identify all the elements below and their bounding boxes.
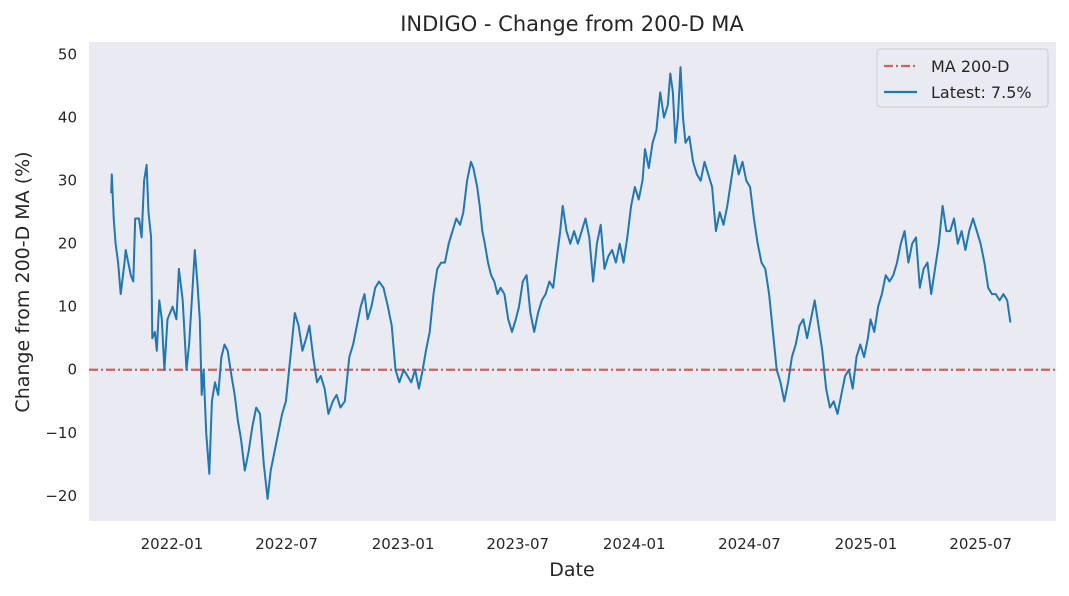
series-layer <box>110 66 1012 500</box>
legend: MA 200-D Latest: 7.5% <box>876 48 1049 108</box>
x-tick-label: 2024-07 <box>718 535 781 553</box>
x-tick-label: 2025-01 <box>835 535 898 553</box>
y-tick-label: −20 <box>45 487 77 505</box>
y-tick-label: 50 <box>58 46 77 64</box>
legend-ma-label: MA 200-D <box>931 57 1009 76</box>
y-axis-label: Change from 200-D MA (%) <box>12 151 34 412</box>
y-tick-label: 30 <box>58 172 77 190</box>
y-tick-label: 0 <box>67 361 77 379</box>
x-tick-label: 2025-07 <box>949 535 1012 553</box>
latest-series-line <box>110 66 1012 500</box>
plot-background <box>89 42 1056 521</box>
legend-box <box>876 48 1049 108</box>
chart-title: INDIGO - Change from 200-D MA <box>400 12 744 36</box>
y-tick-label: −10 <box>45 424 77 442</box>
x-tick-label: 2024-01 <box>603 535 666 553</box>
x-tick-label: 2022-07 <box>255 535 318 553</box>
y-tick-label: 10 <box>58 298 77 316</box>
x-axis-label: Date <box>549 559 594 581</box>
legend-latest-label: Latest: 7.5% <box>931 83 1032 102</box>
x-tick-label: 2023-01 <box>372 535 435 553</box>
x-tick-label: 2023-07 <box>486 535 549 553</box>
y-tick-label: 20 <box>58 235 77 253</box>
y-axis: −20 −10 0 10 20 30 40 50 <box>45 46 77 505</box>
y-tick-label: 40 <box>58 109 77 127</box>
x-tick-label: 2022-01 <box>141 535 204 553</box>
x-axis: 2022-01 2022-07 2023-01 2023-07 2024-01 2024-… <box>141 535 1012 553</box>
